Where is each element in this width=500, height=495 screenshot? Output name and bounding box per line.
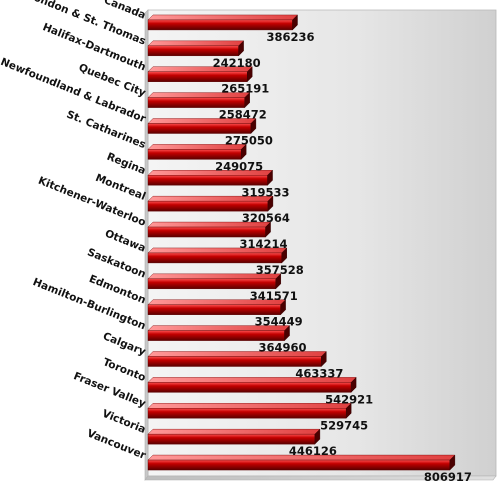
bar-end-face — [275, 273, 281, 290]
bar — [147, 247, 288, 264]
bar — [147, 351, 327, 367]
category-label: Calgary — [101, 330, 147, 358]
value-label: 319533 — [242, 185, 290, 199]
bar-front-face — [147, 71, 248, 82]
value-label: 258472 — [219, 108, 267, 122]
bar-end-face — [247, 66, 253, 83]
value-label: 446126 — [289, 444, 337, 458]
floor — [144, 475, 497, 481]
bar — [147, 92, 251, 109]
bar-front-face — [147, 97, 245, 108]
bar-front-face — [147, 356, 322, 367]
bar — [147, 195, 274, 212]
bar-end-face — [314, 428, 321, 445]
bar-front-face — [147, 408, 347, 419]
bar-front-face — [147, 278, 276, 290]
bar-end-face — [238, 40, 244, 57]
bar-end-face — [292, 14, 298, 31]
bar-front-face — [147, 252, 282, 264]
bar-front-face — [147, 149, 242, 160]
value-label: 542921 — [325, 392, 373, 406]
bar-end-face — [267, 195, 274, 212]
bar — [147, 325, 291, 342]
bar-end-face — [284, 325, 290, 342]
value-label: 265191 — [221, 82, 269, 96]
bar — [147, 14, 298, 31]
bar-end-face — [280, 299, 286, 316]
bar-front-face — [147, 123, 252, 134]
bar-front-face — [147, 175, 268, 186]
value-label: 314214 — [240, 237, 288, 251]
bar-front-face — [147, 304, 281, 315]
bar-front-face — [147, 382, 352, 393]
bar-front-face — [147, 459, 451, 471]
bar — [147, 454, 456, 471]
bars-group — [147, 14, 456, 471]
value-label: 341571 — [250, 289, 298, 303]
value-label: 275050 — [225, 134, 273, 148]
category-label: Regina — [105, 151, 147, 177]
bar-end-face — [265, 221, 271, 238]
category-label: Canada — [102, 0, 147, 22]
bar-end-face — [345, 402, 352, 419]
bar — [147, 428, 321, 445]
value-label: 806917 — [424, 470, 472, 484]
bar — [147, 221, 272, 238]
value-label: 249075 — [215, 159, 263, 173]
bar-top-face — [147, 403, 352, 409]
bar-end-face — [267, 169, 273, 186]
bar — [147, 66, 253, 83]
bar — [147, 273, 282, 290]
value-label: 320564 — [242, 211, 290, 225]
value-label: 354449 — [255, 315, 303, 329]
value-label: 242180 — [213, 56, 261, 70]
bar — [147, 299, 287, 316]
bar-front-face — [147, 433, 316, 445]
bar-top-face — [147, 14, 298, 21]
bar-end-face — [350, 376, 357, 393]
category-label: Kitchener-Waterloo — [36, 175, 147, 229]
bar-top-face — [147, 40, 245, 47]
category-label: Ottawa — [103, 228, 147, 255]
category-label: Toronto — [101, 356, 147, 384]
bar-top-face — [147, 428, 321, 435]
bar-front-face — [147, 330, 285, 341]
value-label: 357528 — [256, 263, 304, 277]
bar — [147, 40, 245, 57]
bar-front-face — [147, 226, 266, 238]
category-label: Victoria — [100, 408, 147, 436]
bar — [147, 376, 357, 393]
bar-end-face — [281, 247, 287, 264]
bar-end-face — [244, 92, 250, 109]
bar-end-face — [240, 143, 247, 160]
value-label: 529745 — [320, 418, 368, 432]
bar-front-face — [147, 45, 239, 57]
bar-end-face — [321, 351, 327, 367]
bar — [147, 402, 352, 419]
value-label: 386236 — [266, 30, 314, 44]
bar-front-face — [147, 200, 269, 212]
bar-front-face — [147, 19, 293, 31]
bar-end-face — [449, 454, 456, 471]
bar — [147, 169, 274, 186]
value-labels: 386236 242180 265191 258472 275050 249075 3195… — [213, 30, 472, 484]
bar — [147, 143, 247, 160]
value-label: 463337 — [295, 367, 343, 381]
bar-end-face — [250, 118, 257, 134]
value-label: 364960 — [259, 341, 307, 355]
bar — [147, 118, 257, 134]
